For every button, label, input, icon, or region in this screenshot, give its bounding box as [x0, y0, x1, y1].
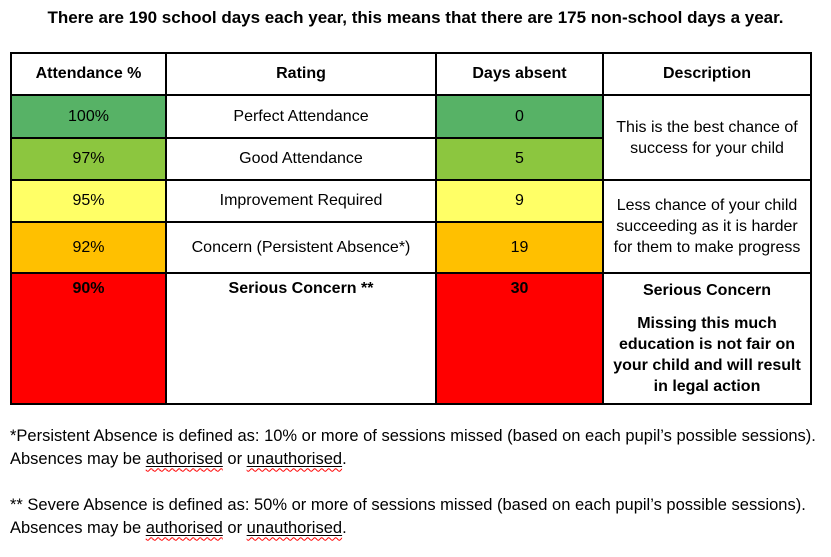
footnote-persistent-absence: *Persistent Absence is defined as: 10% o…	[10, 425, 816, 470]
rating-cell: Concern (Persistent Absence*)	[165, 221, 437, 274]
page-title: There are 190 school days each year, thi…	[47, 8, 784, 27]
spellcheck-word: authorised	[145, 518, 223, 537]
footnote-text: .	[342, 518, 347, 537]
attendance-cell: 100%	[10, 94, 167, 139]
spellcheck-word: unauthorised	[246, 518, 343, 537]
rating-cell: Improvement Required	[165, 179, 437, 223]
header-attendance: Attendance %	[10, 52, 167, 96]
table-row-97: 97% Good Attendance 5	[10, 137, 811, 181]
header-description: Description	[602, 52, 812, 96]
footnote-text: or	[222, 449, 247, 468]
attendance-table: Attendance % Rating Days absent Descript…	[10, 52, 812, 405]
table-row-100: 100% Perfect Attendance 0 This is the be…	[10, 94, 812, 181]
underlined-word: unauthorised	[247, 450, 342, 468]
underlined-word: authorised	[146, 519, 223, 537]
header-rating: Rating	[165, 52, 437, 96]
underlined-word: authorised	[146, 450, 223, 468]
rating-cell: Good Attendance	[165, 137, 437, 181]
description-heading: Serious Concern	[642, 282, 772, 299]
table-row-95: 95% Improvement Required 9 Less chance o…	[10, 179, 812, 274]
days-absent-cell: 5	[435, 137, 604, 181]
description-cell-less-chance: Less chance of your child succeeding as …	[602, 179, 812, 274]
footnote-severe-absence: ** Severe Absence is defined as: 50% or …	[10, 494, 816, 539]
attendance-cell: 97%	[10, 137, 167, 181]
header-row: Attendance % Rating Days absent Descript…	[10, 52, 812, 96]
underlined-word: unauthorised	[247, 519, 342, 537]
days-absent-cell: 19	[435, 221, 604, 274]
spellcheck-word: unauthorised	[246, 449, 343, 468]
footnote-text: .	[342, 449, 347, 468]
days-absent-cell: 9	[435, 179, 604, 223]
attendance-cell: 95%	[10, 179, 167, 223]
footnotes: *Persistent Absence is defined as: 10% o…	[10, 425, 816, 539]
attendance-cell: 90%	[10, 272, 167, 405]
rating-cell: Perfect Attendance	[165, 94, 437, 139]
header-days-absent: Days absent	[435, 52, 604, 96]
description-cell-serious-concern: Serious Concern Missing this much educat…	[602, 272, 812, 405]
spellcheck-word: authorised	[145, 449, 223, 468]
footnote-text: or	[222, 518, 247, 537]
rating-cell: Serious Concern **	[165, 272, 437, 405]
attendance-cell: 92%	[10, 221, 167, 274]
footnote-text: *Persistent Absence is defined as: 10% o…	[10, 427, 816, 468]
days-absent-cell: 30	[435, 272, 604, 405]
table-row-90: 90% Serious Concern ** 30 Serious Concer…	[10, 272, 812, 405]
description-body: Missing this much education is not fair …	[613, 315, 801, 395]
footnote-text: ** Severe Absence is defined as: 50% or …	[10, 496, 806, 537]
table-row-92: 92% Concern (Persistent Absence*) 19	[10, 221, 811, 274]
days-absent-cell: 0	[435, 94, 604, 139]
description-cell-best-chance: This is the best chance of success for y…	[602, 94, 812, 181]
